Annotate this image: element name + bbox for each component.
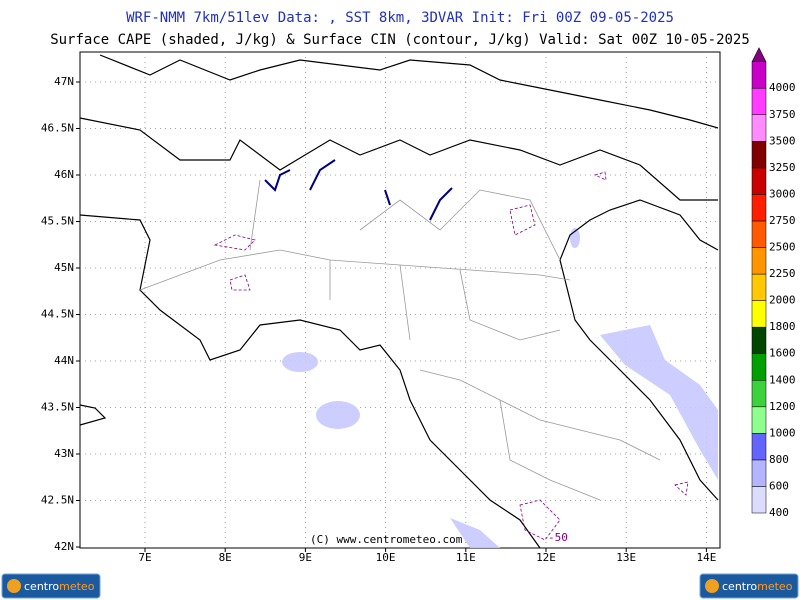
copyright: (C) www.centrometeo.com [310, 533, 463, 546]
logo-icon [705, 579, 719, 593]
lon-labels: 7E 8E 9E 10E 11E 12E 13E 14E [138, 548, 716, 564]
regional-boundary [139, 179, 661, 501]
colorbar-box [751, 380, 767, 408]
logo-box [1, 573, 101, 599]
colorbar-box [751, 61, 767, 89]
colorbar-label: 1200 [769, 400, 796, 413]
border [79, 117, 718, 201]
colorbar-label: 600 [769, 479, 789, 492]
logo-text: centrometeo [24, 580, 95, 593]
title-line2: Surface CAPE (shaded, J/kg) & Surface CI… [50, 32, 750, 48]
colorbar-label: 3000 [769, 187, 796, 200]
logo-left: centrometeo [1, 573, 101, 599]
colorbar-label: 1400 [769, 373, 796, 386]
cape-area [450, 518, 500, 548]
cape-area [316, 401, 360, 429]
colorbar-label: 3750 [769, 108, 796, 121]
cape-area [600, 325, 718, 480]
cape-area [282, 352, 318, 372]
colorbar: 400 600 800 1000 1200 1400 1600 1800 2000 2250 250… [751, 47, 796, 519]
lon-label: 8E [219, 551, 232, 564]
logo-right: centrometeo [699, 573, 799, 599]
lat-label: 46N [54, 168, 74, 181]
colorbar-box [751, 247, 767, 275]
colorbar-label: 1800 [769, 320, 796, 333]
colorbar-box [751, 433, 767, 461]
colorbar-box [751, 486, 767, 514]
lat-label: 45N [54, 261, 74, 274]
lat-label: 46.5N [41, 122, 74, 135]
colorbar-label: 800 [769, 453, 789, 466]
lat-label: 43N [54, 447, 74, 460]
lon-label: 14E [696, 551, 716, 564]
logo-part: centro [24, 580, 59, 593]
lon-label: 10E [376, 551, 396, 564]
coastline [79, 214, 541, 549]
colorbar-box [751, 114, 767, 142]
map-frame [79, 51, 721, 549]
colorbar-box [751, 300, 767, 328]
colorbar-box [751, 87, 767, 115]
logo-box [699, 573, 799, 599]
colorbar-box [751, 141, 767, 169]
colorbar-label: 3500 [769, 134, 796, 147]
colorbar-label: 1600 [769, 347, 796, 360]
colorbar-label: 3250 [769, 161, 796, 174]
contour-label: -50 [548, 531, 568, 544]
colorbar-box [751, 220, 767, 248]
colorbar-label: 2000 [769, 294, 796, 307]
logo-part: meteo [59, 580, 95, 593]
lat-label: 42.5N [41, 494, 74, 507]
lat-labels: 42N 42.5N 43N 43.5N 44N 44.5N 45N 45.5N 46N 46.5N… [41, 75, 80, 553]
lat-label: 43.5N [41, 401, 74, 414]
colorbar-box [751, 326, 767, 354]
lon-label: 7E [138, 551, 151, 564]
colorbar-arrow [751, 47, 767, 62]
logo-part: centro [722, 580, 757, 593]
colorbar-box [751, 273, 767, 301]
colorbar-box [751, 167, 767, 195]
colorbar-label: 400 [769, 506, 789, 519]
logo-part: meteo [757, 580, 793, 593]
lon-label: 12E [536, 551, 556, 564]
colorbar-box [751, 406, 767, 434]
coastline [559, 199, 719, 501]
lat-label: 42N [54, 540, 74, 553]
lon-label: 9E [299, 551, 312, 564]
title-line1: WRF-NMM 7km/51lev Data: , SST 8km, 3DVAR… [126, 10, 674, 26]
lat-label: 44N [54, 354, 74, 367]
logo-text: centrometeo [722, 580, 793, 593]
colorbar-box [751, 353, 767, 381]
cin-contour [213, 171, 689, 541]
lake [264, 159, 453, 221]
lon-label: 11E [456, 551, 476, 564]
lat-label: 47N [54, 75, 74, 88]
border [99, 54, 719, 129]
lat-label: 44.5N [41, 308, 74, 321]
colorbar-label: 2250 [769, 267, 796, 280]
colorbar-box [751, 459, 767, 487]
logo-icon [7, 579, 21, 593]
colorbar-label: 4000 [769, 81, 796, 94]
colorbar-box [751, 194, 767, 222]
map: (C) www.centrometeo.com -50 42N42.5N43N4… [41, 51, 721, 564]
coastline [79, 404, 107, 426]
lat-label: 45.5N [41, 215, 74, 228]
lon-label: 13E [616, 551, 636, 564]
colorbar-label: 1000 [769, 426, 796, 439]
colorbar-label: 2500 [769, 241, 796, 254]
colorbar-label: 2750 [769, 214, 796, 227]
